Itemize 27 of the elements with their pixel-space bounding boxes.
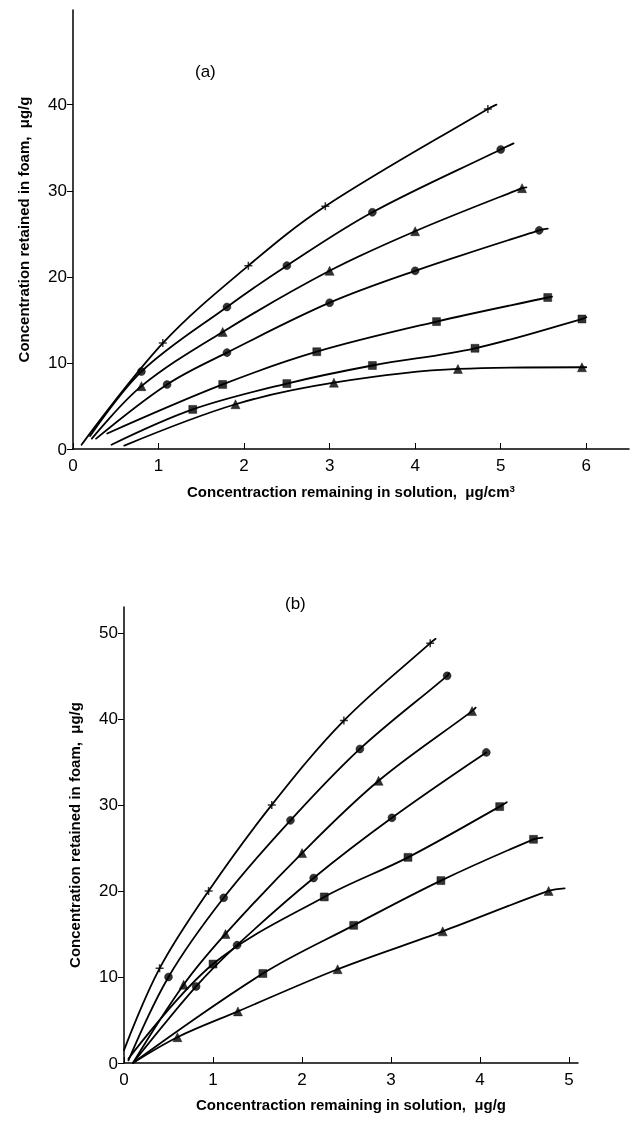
- x-tick-label: 1: [208, 1070, 218, 1089]
- x-tick-label: 2: [239, 456, 249, 475]
- y-tick-label: 40: [99, 709, 118, 729]
- x-tick-label: 3: [386, 1070, 396, 1089]
- y-tick-label: 20: [99, 881, 118, 901]
- y-tick-label: 20: [48, 267, 67, 287]
- chart-title: (b): [285, 594, 306, 613]
- y-tick-label: 30: [48, 181, 67, 201]
- x-tick-label: 3: [324, 456, 335, 475]
- y-tick-label: 40: [48, 95, 67, 115]
- x-tick-label: 1: [153, 456, 164, 475]
- x-axis-title: Concentraction remaining in solution, μg/g: [195, 1096, 507, 1113]
- x-tick-label: 5: [564, 1070, 574, 1089]
- x-tick-label: 4: [410, 456, 420, 475]
- y-axis-title: Concentration retained in foam, μg/g: [66, 702, 83, 968]
- x-tick-label: 6: [581, 456, 591, 475]
- y-tick-label: 10: [48, 353, 67, 373]
- text: (a): [195, 62, 216, 81]
- y-tick-label: 0: [57, 439, 67, 459]
- y-tick-label: 30: [99, 795, 118, 815]
- x-tick-label: 2: [297, 1070, 307, 1089]
- y-tick-label: 0: [108, 1053, 118, 1073]
- x-tick-label: 4: [475, 1070, 485, 1089]
- x-tick-label: 5: [495, 456, 506, 475]
- y-axis-title: Concentration retained in foam, μg/g: [15, 96, 32, 363]
- y-tick-label: 50: [99, 623, 118, 643]
- y-tick-label: 10: [99, 967, 118, 987]
